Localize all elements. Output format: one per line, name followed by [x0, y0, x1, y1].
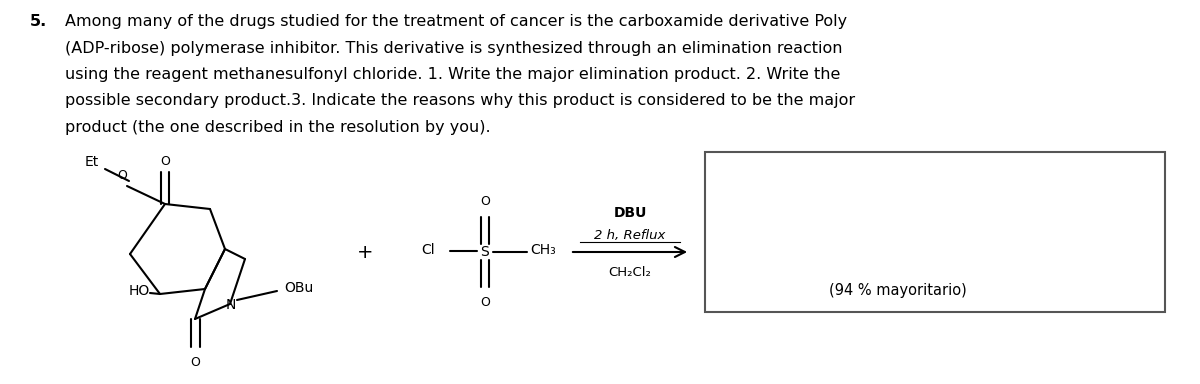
Text: O: O	[160, 155, 170, 168]
Text: CH₂Cl₂: CH₂Cl₂	[608, 266, 652, 279]
Text: possible secondary product.3. Indicate the reasons why this product is considere: possible secondary product.3. Indicate t…	[65, 93, 856, 109]
Text: N: N	[226, 298, 236, 312]
Text: using the reagent methanesulfonyl chloride. 1. Write the major elimination produ: using the reagent methanesulfonyl chlori…	[65, 67, 840, 82]
Text: O: O	[480, 195, 490, 208]
Text: DBU: DBU	[613, 206, 647, 220]
Bar	[706, 152, 1165, 312]
Text: CH₃: CH₃	[530, 243, 556, 257]
Text: OBu: OBu	[284, 281, 313, 295]
Text: O: O	[118, 169, 127, 182]
Text: product (the one described in the resolution by you).: product (the one described in the resolu…	[65, 120, 491, 135]
Text: 2 h, Reflux: 2 h, Reflux	[594, 229, 666, 242]
Text: HO: HO	[128, 284, 150, 298]
Text: S: S	[481, 245, 490, 259]
Text: Cl: Cl	[421, 243, 434, 257]
Text: O: O	[480, 296, 490, 309]
Text: 5.: 5.	[30, 14, 47, 29]
Text: Among many of the drugs studied for the treatment of cancer is the carboxamide d: Among many of the drugs studied for the …	[65, 14, 847, 29]
Text: +: +	[356, 243, 373, 262]
Text: O: O	[190, 356, 200, 369]
Text: (94 % mayoritario): (94 % mayoritario)	[829, 283, 967, 298]
Text: (ADP-ribose) polymerase inhibitor. This derivative is synthesized through an eli: (ADP-ribose) polymerase inhibitor. This …	[65, 40, 842, 56]
Text: Et: Et	[85, 155, 100, 169]
